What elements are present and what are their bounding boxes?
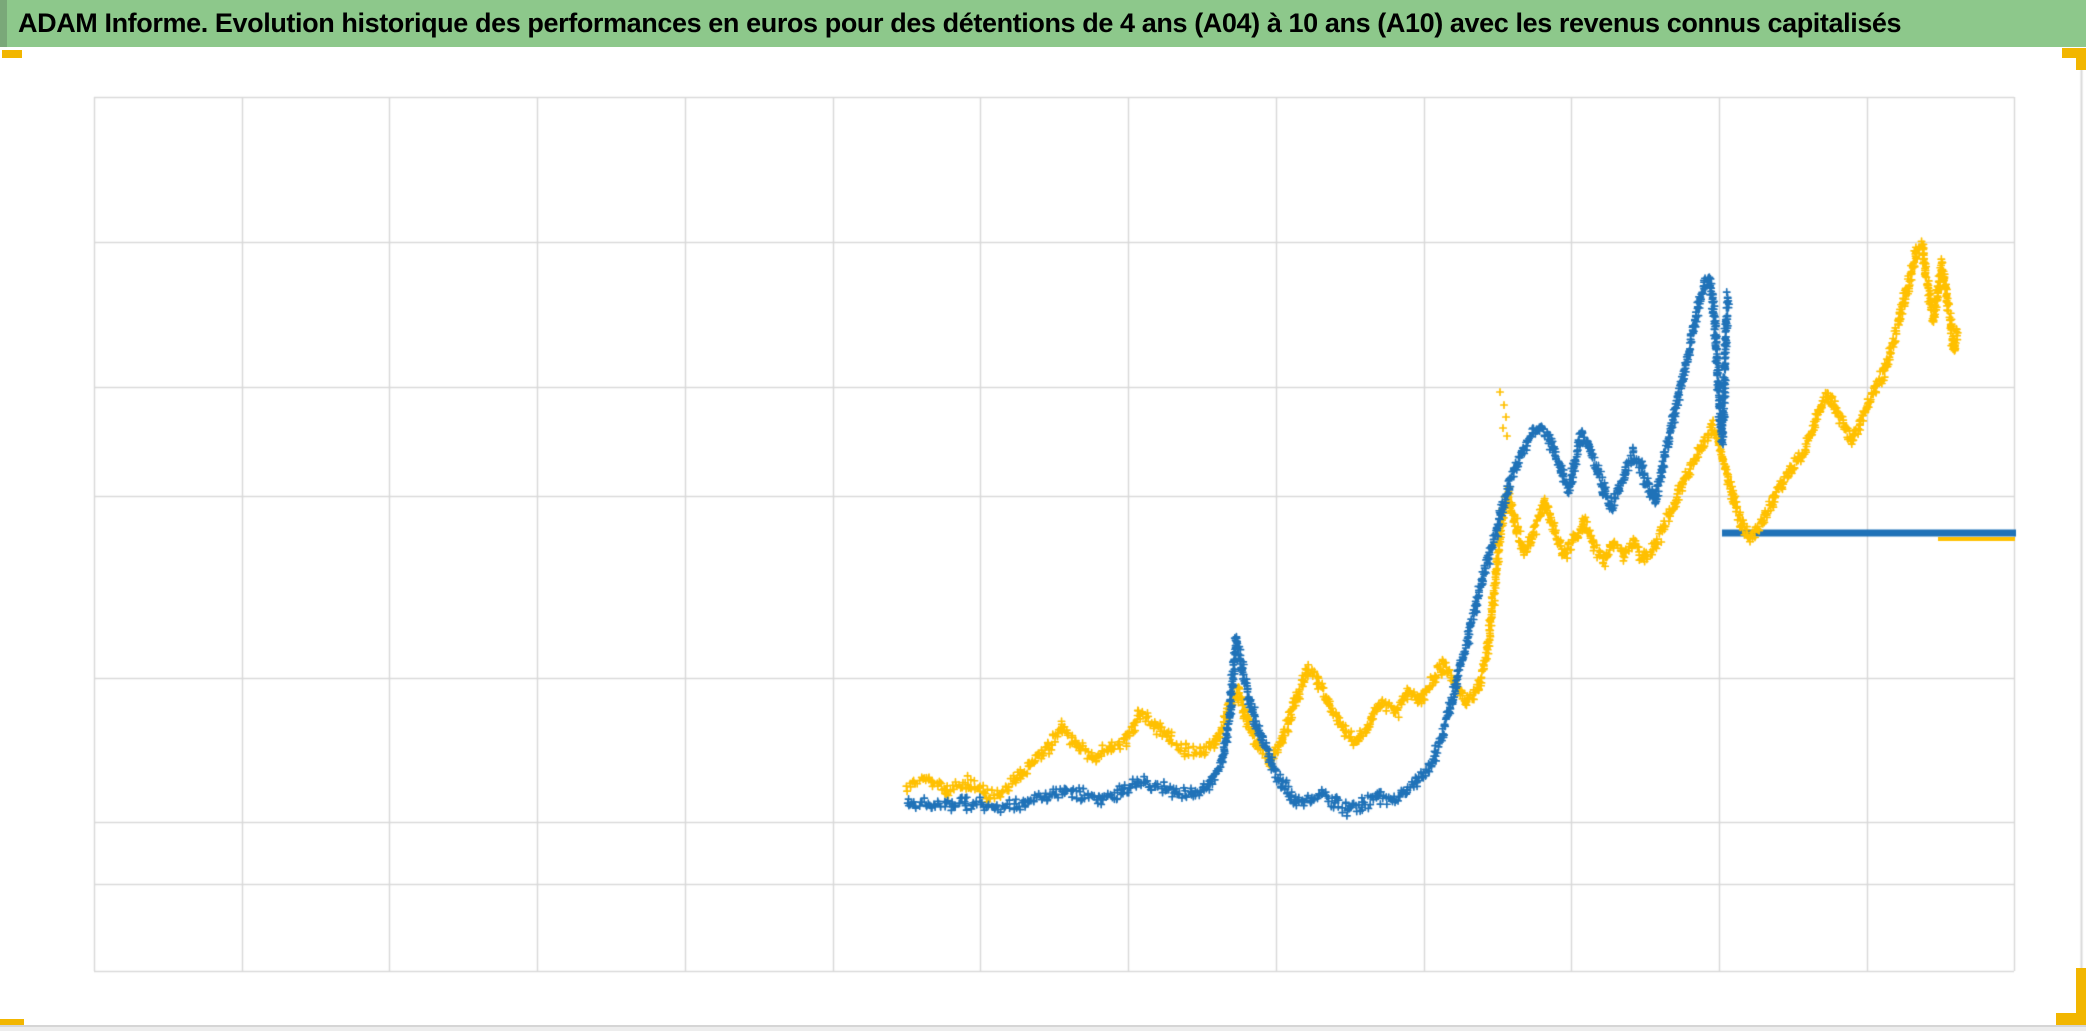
- corner-mark-top-right-v: [2076, 48, 2086, 70]
- title-bar-left-edge: [0, 0, 7, 47]
- corner-mark-top-right-h: [2062, 48, 2086, 58]
- corner-mark-bottom-right-h: [2056, 1013, 2086, 1027]
- title-bar: ADAM Informe. Evolution historique des p…: [0, 0, 2086, 47]
- corner-mark-top-left: [2, 50, 22, 58]
- bottom-strip: [0, 1025, 2086, 1031]
- page-title: ADAM Informe. Evolution historique des p…: [18, 8, 1902, 38]
- corner-mark-bottom-right-v: [2076, 968, 2086, 1014]
- corner-mark-bottom-left: [0, 1019, 24, 1028]
